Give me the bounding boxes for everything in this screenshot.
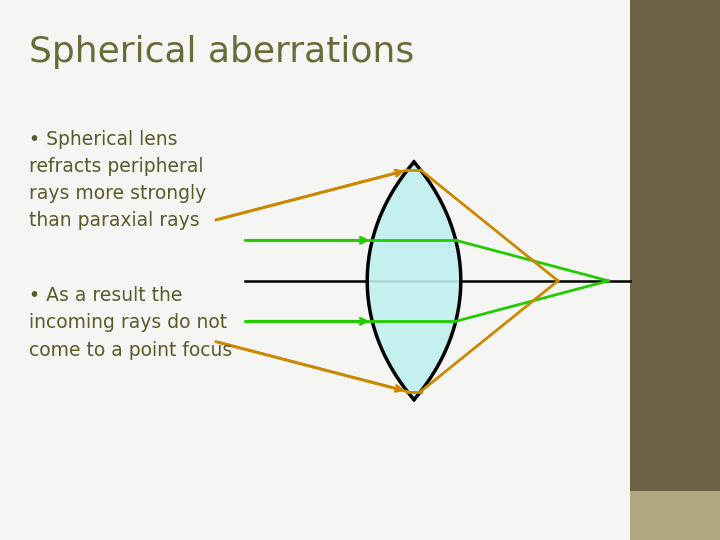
- Bar: [630, 0, 720, 502]
- Text: Spherical aberrations: Spherical aberrations: [29, 35, 414, 69]
- Text: • Spherical lens
refracts peripheral
rays more strongly
than paraxial rays: • Spherical lens refracts peripheral ray…: [29, 130, 206, 231]
- Polygon shape: [367, 162, 461, 400]
- Bar: [0, 0, 630, 540]
- Bar: [630, 491, 720, 540]
- Text: • As a result the
incoming rays do not
come to a point focus: • As a result the incoming rays do not c…: [29, 286, 232, 360]
